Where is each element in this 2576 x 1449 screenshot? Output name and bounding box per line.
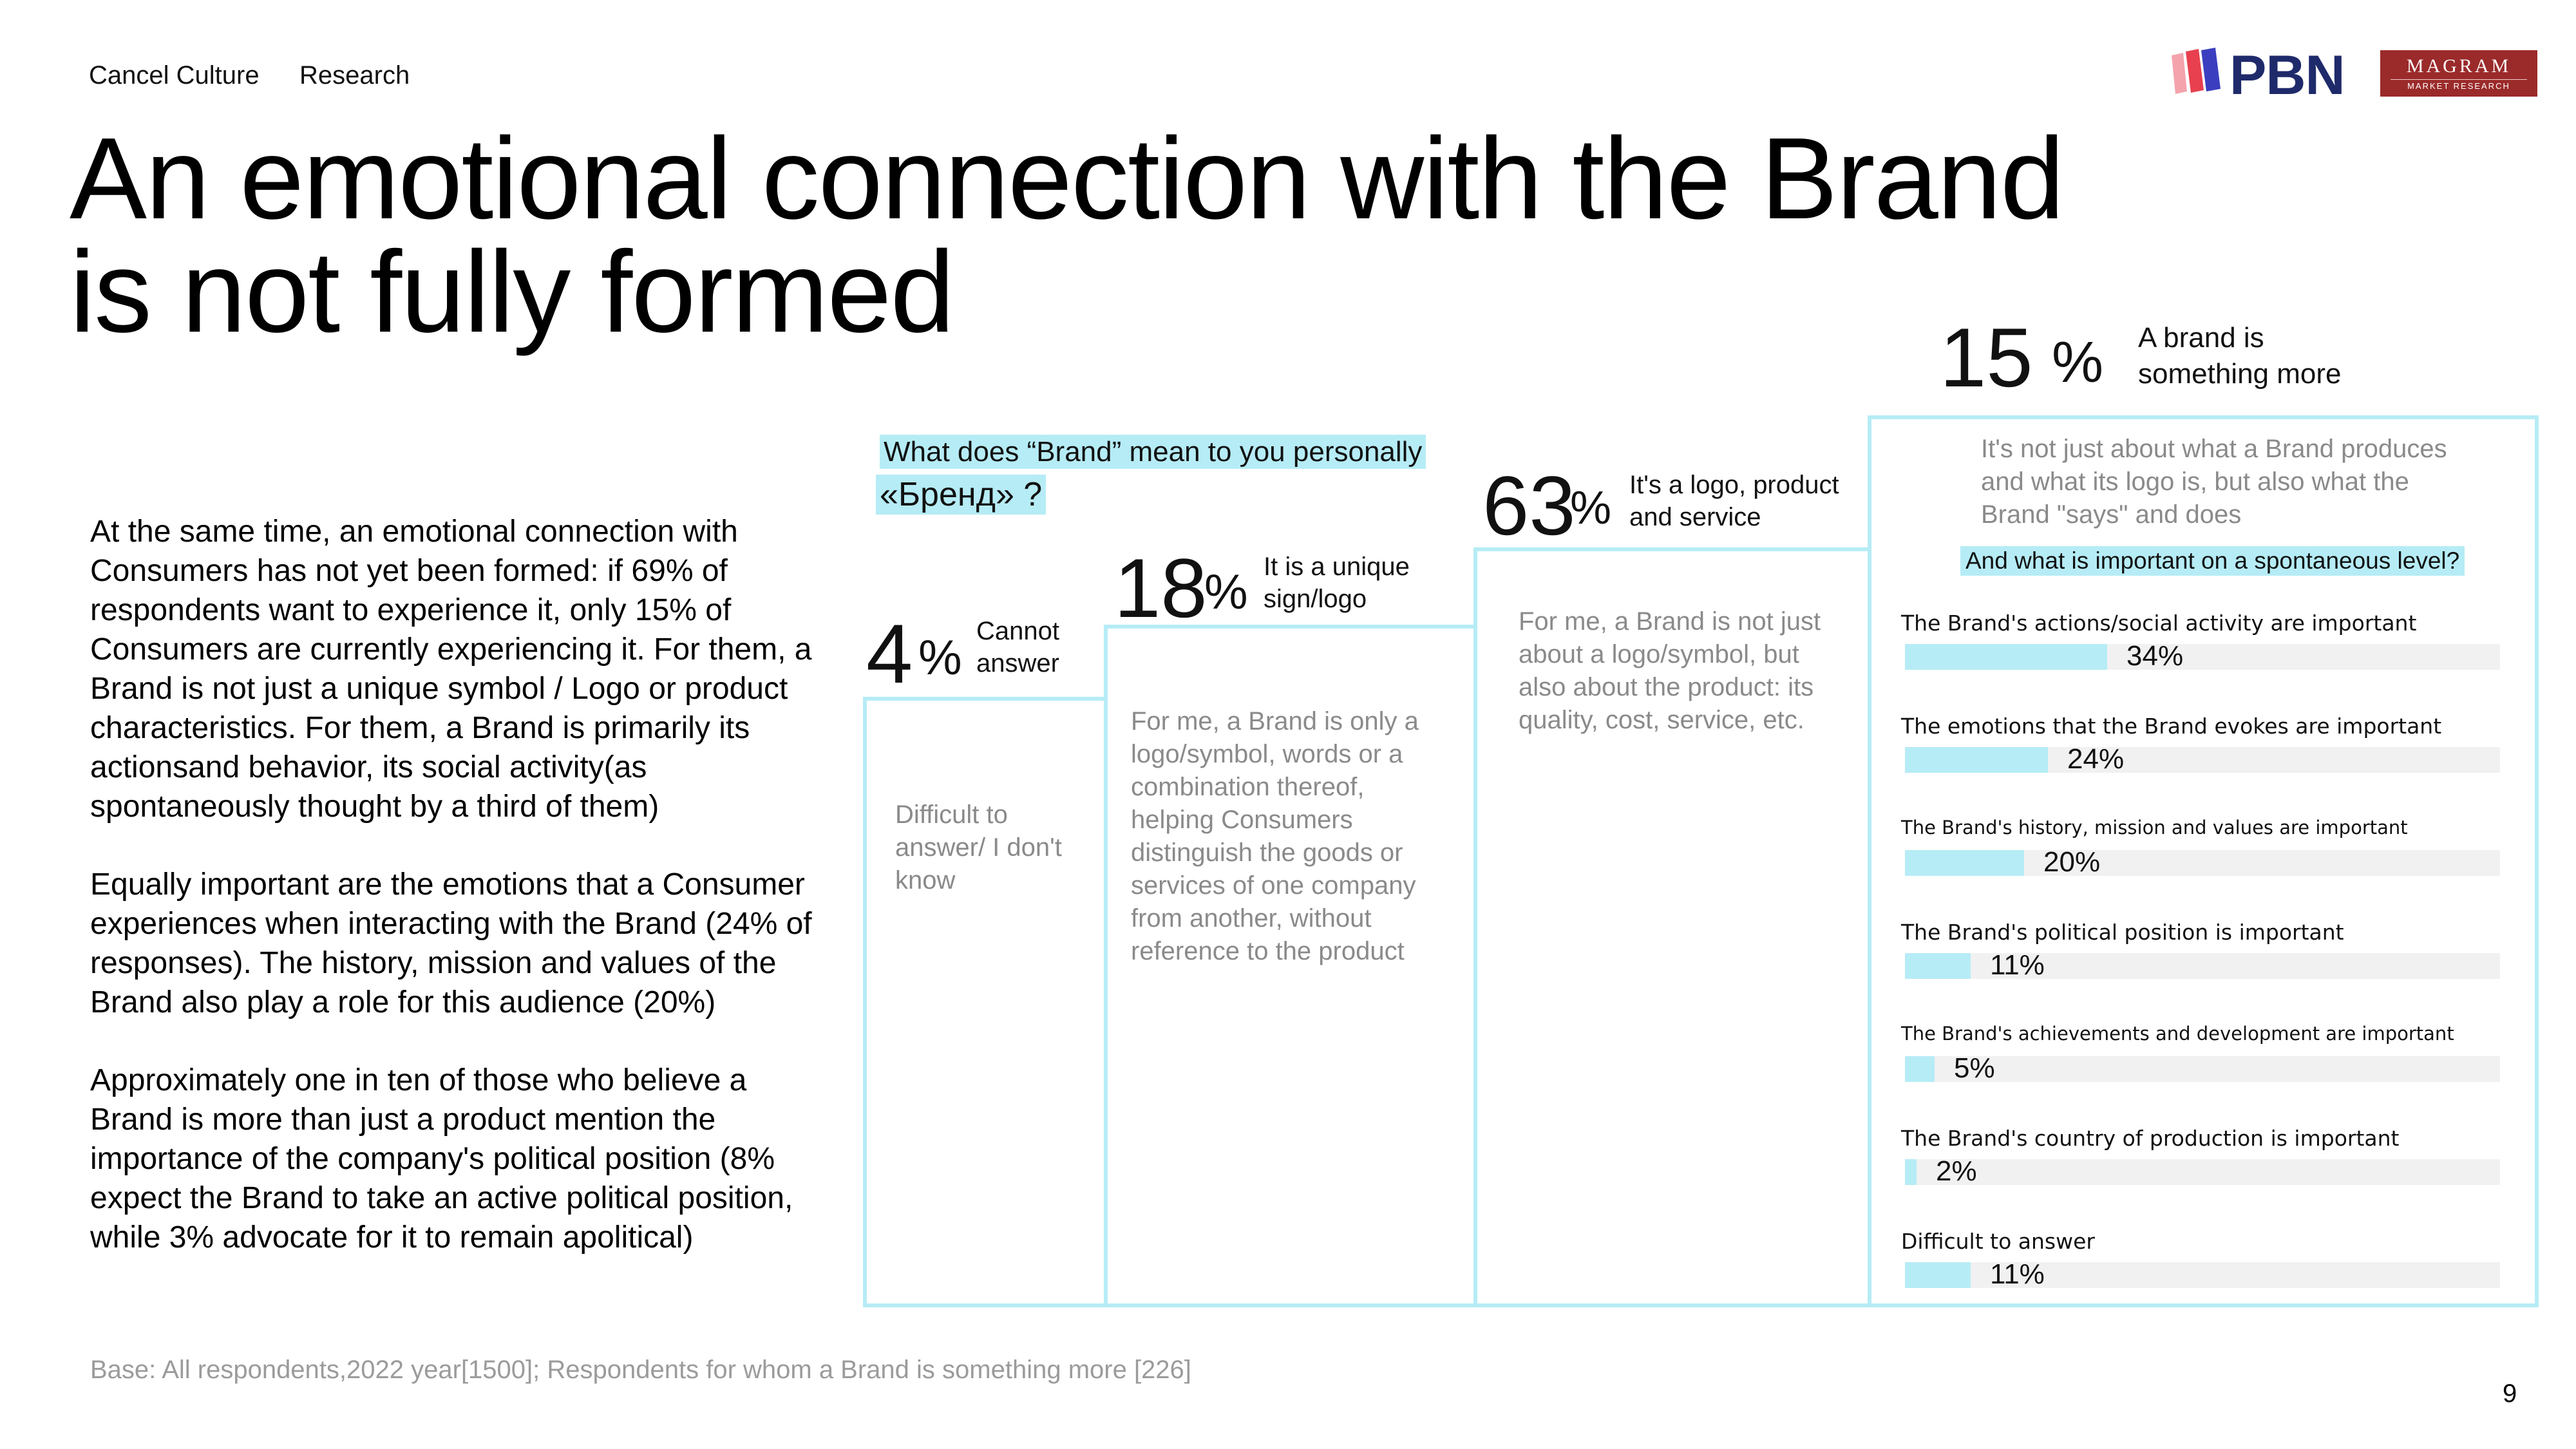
step-desc-logo-product: For me, a Brand is not just about a logo…: [1519, 607, 1821, 734]
bar-label: The Brand's achievements and development…: [1901, 1023, 2454, 1045]
step-unit-logo-product: %: [1570, 482, 1612, 534]
body-paragraph-3: Approximately one in ten of those who be…: [90, 1063, 793, 1255]
bar-track: [1905, 1262, 2500, 1288]
question-line-1-text: What does “Brand” mean to you personally: [880, 435, 1426, 469]
bar-value-label: 5%: [1954, 1052, 1995, 1084]
bar-value-label: 11%: [1990, 1258, 2045, 1290]
body-text: At the same time, an emotional connectio…: [90, 512, 831, 1296]
body-paragraph-1: At the same time, an emotional connectio…: [90, 515, 812, 824]
spontaneous-question: And what is important on a spontaneous l…: [1960, 546, 2465, 576]
step-value-cannot-answer: 4: [866, 607, 913, 701]
page-number: 9: [2503, 1379, 2517, 1408]
question-line-2-text: «Бренд» ?: [876, 475, 1046, 515]
step-value-logo-product: 63: [1482, 459, 1576, 553]
bar: [1905, 1159, 1917, 1185]
magram-logo-text: MAGRAM: [2406, 55, 2512, 77]
bar-track: [1905, 953, 2500, 979]
bar-value-label: 24%: [2067, 743, 2125, 775]
bar-label: The emotions that the Brand evokes are i…: [1901, 714, 2442, 739]
page-title-line-1: An emotional connection with the Brand: [70, 114, 2065, 243]
bar: [1905, 850, 2024, 876]
step-box-something-more: [1868, 415, 2539, 1307]
bar-track: [1905, 1056, 2500, 1082]
bar: [1905, 1056, 1935, 1082]
step-desc-something-more: It's not just about what a Brand produce…: [1981, 435, 2447, 529]
bar-value-label: 34%: [2126, 640, 2184, 672]
nav-research[interactable]: Research: [299, 61, 410, 90]
bar: [1905, 953, 1971, 979]
step-label-something-more: A brand is something more: [2138, 322, 2342, 390]
bar-label: The Brand's history, mission and values …: [1901, 817, 2408, 838]
bar-label: The Brand's actions/social activity are …: [1901, 611, 2417, 636]
bar-track: [1905, 850, 2500, 876]
bar: [1905, 644, 2107, 670]
step-unit-unique-logo: %: [1204, 565, 1248, 620]
pbn-logo: PBN: [2170, 44, 2345, 106]
magram-logo: MAGRAM MARKET RESEARCH: [2380, 50, 2537, 97]
page-title: An emotional connection with the Brand i…: [70, 114, 2195, 357]
bar: [1905, 747, 2048, 773]
bar-label: Difficult to answer: [1901, 1229, 2095, 1254]
step-desc-cannot-answer: Difficult to answer/ I don't know: [895, 800, 1062, 895]
question-line-1: What does “Brand” mean to you personally: [880, 433, 1426, 471]
page-title-line-2: is not fully formed: [70, 227, 955, 357]
step-value-something-more: 15: [1940, 310, 2033, 404]
step-unit-something-more: %: [2052, 330, 2104, 395]
pbn-logo-mark-icon: [2172, 48, 2221, 94]
bar-track: [1905, 747, 2500, 773]
bar-track: [1905, 1159, 2500, 1185]
base-note: Base: All respondents,2022 year[1500]; R…: [90, 1356, 1191, 1384]
step-unit-cannot-answer: %: [918, 630, 962, 685]
nav-cancel-culture[interactable]: Cancel Culture: [89, 61, 260, 90]
bar-label: The Brand's country of production is imp…: [1901, 1126, 2400, 1151]
question-line-2: «Бренд» ?: [876, 475, 1046, 515]
step-label-cannot-answer: Cannot answer: [976, 617, 1059, 677]
bar-label: The Brand's political position is import…: [1901, 920, 2344, 945]
step-desc-unique-logo: For me, a Brand is only a logo/symbol, w…: [1131, 707, 1419, 965]
step-label-unique-logo: It is a unique sign/logo: [1264, 553, 1410, 613]
step-label-logo-product: It's a logo, product and service: [1629, 471, 1839, 531]
bar: [1905, 1262, 1971, 1288]
magram-logo-subtext: MARKET RESEARCH: [2391, 79, 2527, 91]
bar-value-label: 20%: [2043, 846, 2101, 878]
body-paragraph-2: Equally important are the emotions that …: [90, 867, 812, 1019]
step-value-unique-logo: 18: [1114, 541, 1208, 635]
bar-value-label: 11%: [1990, 949, 2045, 981]
bar-track: [1905, 644, 2500, 670]
step-box-cannot-answer: [863, 697, 1108, 1307]
pbn-logo-text: PBN: [2230, 44, 2345, 106]
bar-value-label: 2%: [1936, 1155, 1977, 1187]
